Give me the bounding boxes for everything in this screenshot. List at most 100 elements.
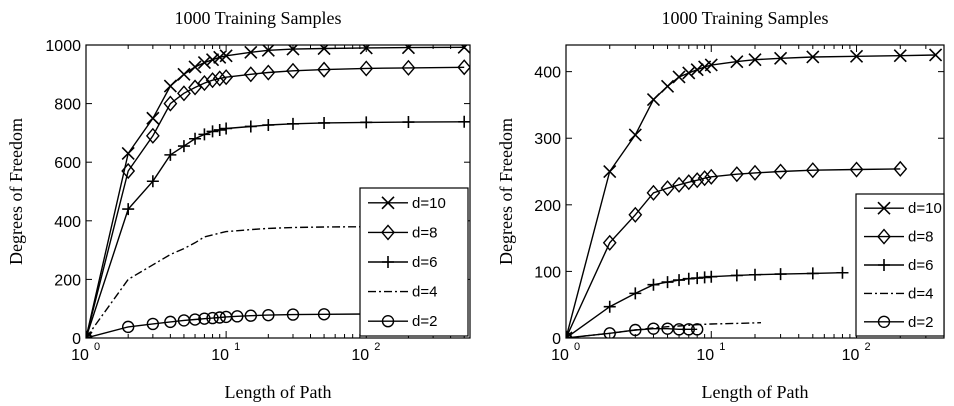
legend-label: d=10 [908,200,942,217]
data-point-d=6 [749,268,761,281]
y-tick-label: 400 [54,214,81,231]
data-point-d=10 [188,60,202,74]
data-point-d=10 [205,53,220,67]
data-point-d=10 [893,49,907,63]
data-point-d=6 [458,115,470,128]
series-line-d=8 [566,168,901,338]
legend-item-d=4: d=4 [864,285,933,302]
legend-item-d=6: d=6 [864,257,933,274]
x-tick-label: 10 [842,347,860,364]
legend-item-d=10: d=10 [864,200,942,217]
data-point-d=6 [774,268,787,281]
data-point-d=2 [213,311,226,324]
data-point-d=8 [401,59,416,76]
legend-label: d=2 [908,314,933,331]
chart-title: 1000 Training Samples [661,8,828,28]
legend-label: d=10 [412,195,446,212]
y-tick-label: 800 [54,97,81,114]
y-tick-label: 200 [534,198,561,215]
data-point-d=8 [646,184,661,201]
data-point-d=10 [730,55,744,69]
legend-label: d=6 [908,257,933,274]
data-point-d=10 [177,67,191,81]
series-d=6 [86,115,470,338]
data-point-d=6 [603,300,616,313]
data-point-d=8 [177,85,191,102]
legend-label: d=8 [908,229,933,246]
legend-marker [877,315,891,328]
data-point-d=8 [163,95,178,112]
x-tick-label: 10 [551,347,569,364]
x-tick-exponent: 1 [234,341,240,353]
data-point-d=6 [647,278,660,291]
legend-marker [877,228,891,245]
data-point-d=6 [244,120,257,133]
legend-label: d=6 [412,254,437,271]
data-point-d=8 [704,168,719,185]
series-d=10 [86,45,470,338]
x-tick-label: 10 [351,347,369,364]
data-point-d=8 [197,75,212,92]
data-point-d=6 [213,123,226,136]
chart-2: 1000 Training Samples Length of Path Degre… [496,8,945,402]
data-point-d=10 [121,146,135,160]
data-point-d=6 [730,269,743,282]
data-point-d=2 [603,327,616,338]
data-point-d=2 [121,320,135,334]
data-point-d=10 [197,56,211,70]
data-point-d=2 [286,308,300,321]
data-point-d=8 [748,164,762,181]
data-point-d=8 [628,206,643,223]
y-tick-label: 0 [72,331,81,348]
legend-item-d=10: d=10 [368,195,446,212]
data-point-d=10 [929,48,943,62]
data-point-d=10 [704,58,718,72]
legend-label: d=8 [412,224,437,241]
data-point-d=6 [206,125,219,138]
data-point-d=8 [690,172,705,189]
data-point-d=8 [219,69,234,86]
data-point-d=6 [705,270,718,283]
data-point-d=6 [189,132,202,145]
legend-item-d=8: d=8 [864,228,933,246]
data-point-d=10 [849,49,864,63]
x-tick-exponent: 0 [574,341,580,353]
data-point-d=8 [893,160,908,177]
series-d=6 [566,266,849,338]
series-line-d=2 [566,328,698,338]
data-point-d=10 [682,66,696,80]
data-point-d=6 [402,116,415,129]
data-point-d=6 [806,267,819,280]
series-d=8 [566,160,908,338]
legend-label: d=4 [908,285,933,302]
data-point-d=10 [672,70,686,84]
data-point-d=2 [244,309,258,322]
chart-title: 1000 Training Samples [174,8,341,28]
data-point-d=6 [262,118,275,131]
legend-item-d=6: d=6 [368,254,437,271]
legend-label: d=4 [412,284,437,301]
y-tick-label: 400 [534,65,561,82]
data-point-d=10 [261,45,275,57]
y-tick-label: 0 [552,331,561,348]
data-point-d=6 [146,175,159,188]
data-point-d=8 [261,64,276,81]
data-point-d=6 [286,117,299,130]
data-point-d=6 [360,116,373,129]
data-point-d=6 [198,128,211,141]
y-tick-label: 300 [534,131,561,148]
y-tick-label: 600 [54,155,81,172]
data-point-d=10 [774,51,788,65]
x-tick-label: 10 [71,347,89,364]
data-point-d=8 [188,79,202,96]
series-d=10 [566,48,943,338]
data-point-d=6 [673,274,686,287]
data-point-d=8 [602,234,617,251]
series-d=8 [86,59,470,338]
data-point-d=8 [121,162,136,180]
data-point-d=8 [729,166,744,183]
data-point-d=8 [86,329,93,338]
data-point-d=8 [145,127,160,144]
legend-label: d=2 [412,313,437,330]
